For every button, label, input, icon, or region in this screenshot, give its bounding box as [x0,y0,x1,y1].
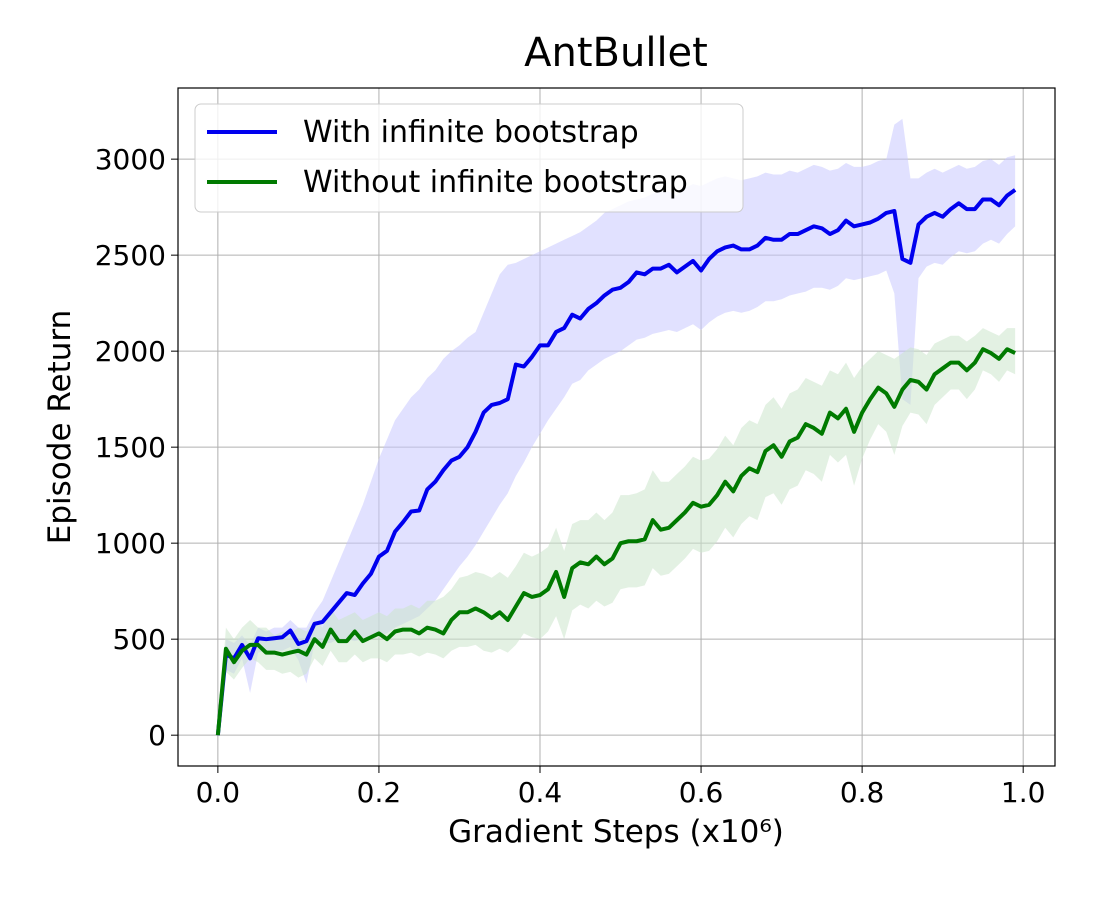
x-tick-label: 0.2 [357,776,402,809]
y-tick-label: 2500 [95,239,166,272]
chart-title: AntBullet [524,30,708,76]
y-tick-label: 0 [148,719,166,752]
error-band [217,118,1016,736]
x-tick-label: 0.0 [196,776,241,809]
y-tick-label: 1000 [95,527,166,560]
x-axis-label: Gradient Steps (x10⁶) [448,814,784,850]
legend-label: Without infinite bootstrap [303,165,688,200]
x-tick-label: 0.4 [518,776,563,809]
x-tick-label: 0.8 [840,776,885,809]
x-tick-label: 0.6 [679,776,724,809]
line [215,347,1017,736]
legend-box [194,103,744,213]
legend-label: With infinite bootstrap [303,115,639,150]
plot-frame [177,87,1056,767]
line [215,188,1017,736]
y-tick-label: 1500 [95,431,166,464]
y-tick-label: 500 [113,623,166,656]
x-tick-label: 1.0 [1001,776,1046,809]
y-tick-label: 3000 [95,143,166,176]
y-axis-label: Episode Return [42,310,78,544]
y-tick-label: 2000 [95,335,166,368]
